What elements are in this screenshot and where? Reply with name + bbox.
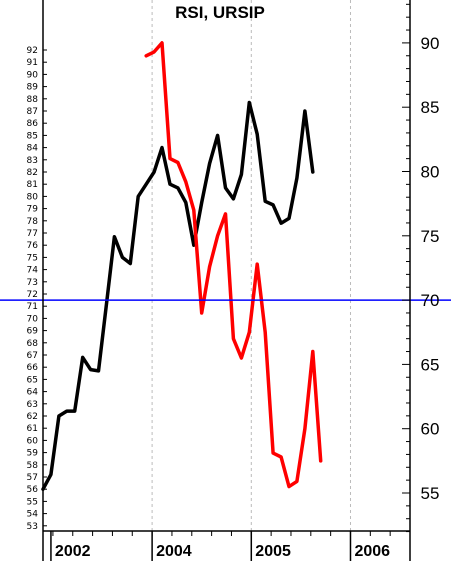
left-tick-label: 89: [27, 83, 39, 93]
left-tick-label: 67: [27, 351, 38, 361]
series-layer: [41, 41, 323, 491]
left-tick-label: 57: [27, 473, 38, 483]
right-tick-label: 65: [421, 355, 440, 374]
left-tick-label: 54: [27, 510, 39, 520]
left-tick-label: 82: [27, 168, 38, 178]
left-tick-label: 62: [27, 412, 38, 422]
left-tick-label: 60: [27, 436, 39, 446]
right-tick-label: 90: [421, 34, 440, 53]
left-tick-label: 90: [27, 70, 39, 80]
left-tick-label: 92: [27, 46, 38, 56]
left-tick-label: 70: [27, 314, 39, 324]
x-tick-label: 2002: [55, 543, 91, 560]
left-tick-label: 78: [27, 217, 39, 227]
right-tick-label: 85: [421, 98, 440, 117]
left-tick-label: 81: [27, 180, 38, 190]
left-tick-label: 56: [27, 485, 39, 495]
left-tick-label: 69: [27, 327, 39, 337]
left-tick-label: 63: [27, 400, 38, 410]
vertical-gridlines: [151, 0, 351, 531]
left-tick-label: 91: [27, 58, 38, 68]
left-tick-label: 77: [27, 229, 38, 239]
left-tick-label: 76: [27, 241, 39, 251]
right-tick-label: 80: [421, 163, 440, 182]
x-tick-label: 2004: [156, 543, 192, 560]
left-tick-label: 85: [27, 131, 38, 141]
right-tick-label: 60: [421, 420, 440, 439]
left-tick-label: 80: [27, 192, 39, 202]
left-tick-label: 55: [27, 497, 38, 507]
left-tick-label: 65: [27, 375, 38, 385]
left-tick-label: 83: [27, 156, 38, 166]
series-line-2: [144, 41, 323, 489]
left-tick-label: 72: [27, 290, 38, 300]
left-tick-label: 79: [27, 205, 39, 215]
left-tick-label: 53: [27, 522, 38, 532]
x-tick-label: 2005: [255, 543, 291, 560]
left-tick-label: 68: [27, 339, 39, 349]
right-tick-label: 70: [421, 291, 440, 310]
left-tick-label: 75: [27, 253, 38, 263]
left-tick-label: 61: [27, 424, 38, 434]
left-tick-label: 66: [27, 363, 39, 373]
x-axis-ticks: 2002 2004 2005 2006: [50, 531, 411, 561]
left-tick-label: 64: [27, 388, 39, 398]
left-tick-label: 73: [27, 278, 38, 288]
left-tick-label: 88: [27, 95, 39, 105]
left-axis-ticks: 53 54 55 56 57 58 59 60 61 62 63 64 65 66 67 68 69 70 71 72…: [27, 46, 47, 532]
left-tick-label: 74: [27, 266, 39, 276]
chart-title: RSI, URSIP: [175, 3, 265, 22]
series-line-1: [41, 100, 315, 491]
left-tick-label: 58: [27, 461, 39, 471]
left-tick-label: 87: [27, 107, 38, 117]
right-tick-label: 75: [421, 227, 440, 246]
left-tick-label: 84: [27, 144, 39, 154]
right-tick-label: 55: [421, 484, 440, 503]
left-tick-label: 71: [27, 302, 38, 312]
left-tick-label: 86: [27, 119, 39, 129]
right-axis-ticks: 55 60 65 70 75 80 85 90: [402, 3, 440, 533]
left-tick-label: 59: [27, 449, 39, 459]
x-tick-label: 2006: [354, 543, 390, 560]
